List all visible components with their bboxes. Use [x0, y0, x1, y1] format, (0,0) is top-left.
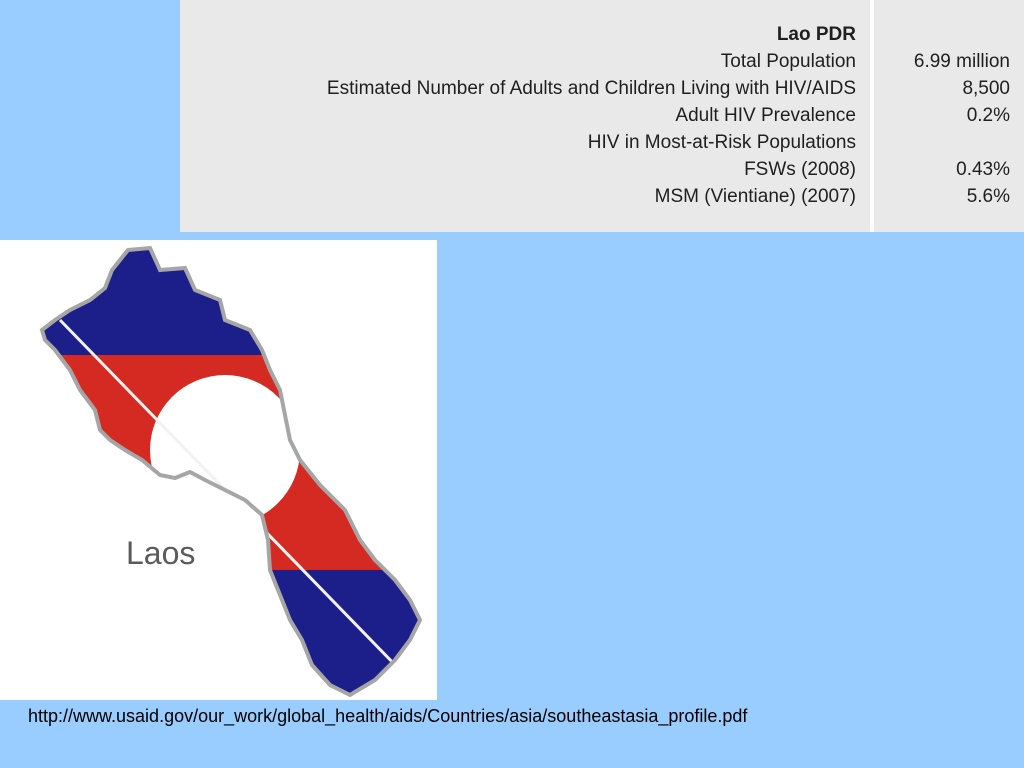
row-value: 6.99 million	[913, 51, 1010, 72]
row-label: MSM (Vientiane) (2007)	[654, 186, 856, 207]
row-value: 0.43%	[956, 159, 1010, 180]
row-value: 0.2%	[966, 105, 1010, 126]
row-label: HIV in Most-at-Risk Populations	[587, 132, 856, 153]
country-header: Lao PDR	[776, 24, 856, 45]
row-label: Adult HIV Prevalence	[675, 105, 856, 126]
row-label: Estimated Number of Adults and Children …	[326, 78, 856, 99]
column-separator	[870, 0, 874, 232]
hiv-data-table: Lao PDR Total Population 6.99 million Es…	[180, 0, 1024, 232]
table-row: Total Population 6.99 million	[180, 51, 1024, 77]
table-row: HIV in Most-at-Risk Populations	[180, 132, 1024, 158]
source-link[interactable]: http://www.usaid.gov/our_work/global_hea…	[28, 706, 748, 726]
table-row: Estimated Number of Adults and Children …	[180, 78, 1024, 104]
row-value: 5.6%	[966, 186, 1010, 207]
table-header-row: Lao PDR	[180, 24, 1024, 50]
table-row: FSWs (2008) 0.43%	[180, 159, 1024, 185]
row-value: 8,500	[962, 78, 1010, 99]
table-row: Adult HIV Prevalence 0.2%	[180, 105, 1024, 131]
laos-flag-map	[39, 245, 423, 698]
row-label: FSWs (2008)	[744, 159, 856, 180]
row-label: Total Population	[720, 51, 856, 72]
map-border	[39, 245, 423, 698]
white-circle	[150, 375, 300, 525]
laos-map-image: Laos	[0, 240, 437, 700]
map-country-label: Laos	[126, 535, 196, 571]
table-row: MSM (Vientiane) (2007) 5.6%	[180, 186, 1024, 212]
